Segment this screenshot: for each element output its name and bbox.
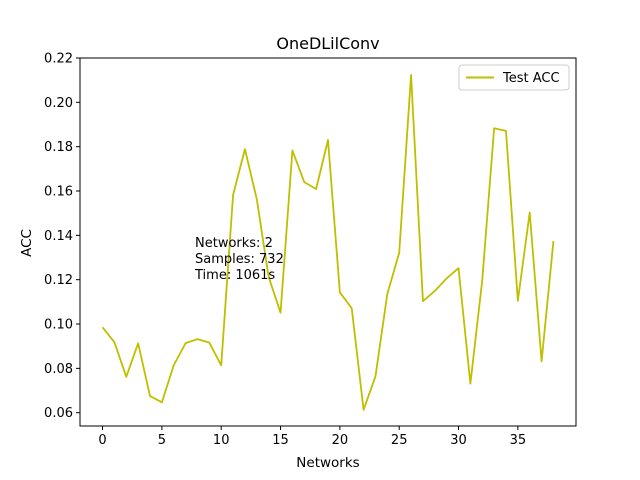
y-tick-label: 0.16 [44, 185, 73, 200]
y-tick-label: 0.08 [44, 362, 73, 377]
series-line-test-acc [101, 73, 555, 411]
y-tick-label: 0.12 [44, 273, 73, 288]
x-tick-label: 20 [332, 433, 349, 448]
annotation-box: Networks: 2 Samples: 732 Time: 1061s [194, 236, 284, 283]
legend: Test ACC [458, 64, 570, 91]
annotation-samples: Samples: 732 [195, 252, 284, 267]
legend-frame [458, 64, 570, 91]
y-axis-label: ACC [19, 229, 35, 257]
plot-area: 0 5 10 15 20 25 30 35 0.06 0.08 0.10 0.12 0.14 0.16 0.… [44, 52, 577, 448]
chart-title: OneDLilConv [276, 34, 379, 53]
x-tick-label: 35 [510, 433, 527, 448]
legend-label-test-acc: Test ACC [502, 71, 560, 86]
x-axis-label: Networks [296, 455, 359, 471]
y-tick-label: 0.10 [44, 318, 73, 333]
y-tick-label: 0.06 [44, 406, 73, 421]
x-tick-label: 10 [213, 433, 230, 448]
x-tick-label: 15 [272, 433, 289, 448]
annotation-time: Time: 1061s [194, 268, 275, 283]
annotation-networks: Networks: 2 [195, 236, 273, 251]
y-tick-label: 0.18 [44, 140, 73, 155]
axes-frame [79, 57, 577, 427]
y-tick-label: 0.14 [44, 229, 73, 244]
x-tick-label: 0 [98, 433, 106, 448]
x-tick-label: 30 [450, 433, 467, 448]
x-tick-label: 5 [158, 433, 166, 448]
y-tick-label: 0.22 [44, 52, 73, 67]
y-tick-label: 0.20 [44, 96, 73, 111]
x-tick-label: 25 [391, 433, 408, 448]
